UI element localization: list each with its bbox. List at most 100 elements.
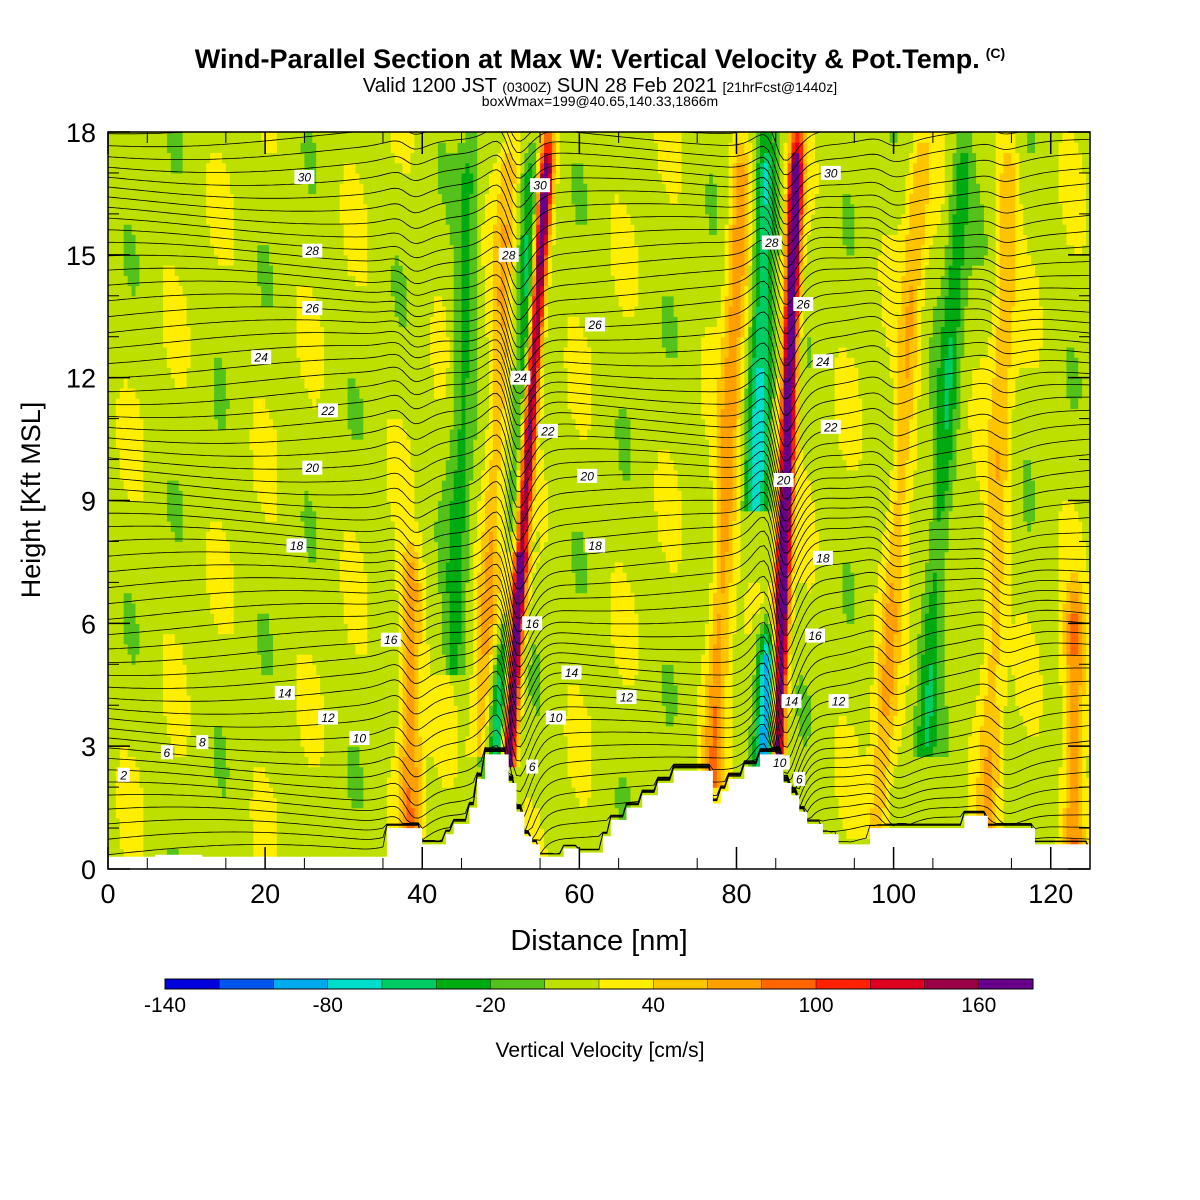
colorbar-swatch: [978, 978, 1034, 990]
y-axis: 0 3 6 9 12 15 18: [66, 118, 1090, 885]
theta-label: 22: [318, 403, 338, 418]
y-tick-label: 0: [81, 855, 96, 885]
y-tick-label: 6: [81, 609, 96, 639]
colorbar-tick-label: 40: [642, 994, 665, 1017]
theta-label-text: 6: [164, 746, 171, 760]
x-tick-label: 0: [100, 879, 115, 909]
theta-label: 22: [537, 423, 558, 438]
theta-label: 30: [294, 170, 315, 185]
theta-label: 28: [302, 243, 323, 258]
theta-label-text: 30: [298, 171, 312, 185]
theta-label: 14: [561, 665, 582, 680]
theta-label: 8: [196, 735, 209, 750]
theta-label: 6: [793, 771, 806, 786]
theta-label-text: 2: [119, 768, 127, 782]
theta-contour-labels: 268 1012141618202224262830610121416182022…: [117, 165, 849, 786]
colorbar-tick-label: -80: [313, 994, 343, 1017]
theta-label-text: 16: [808, 629, 822, 643]
x-tick-label: 100: [871, 879, 916, 909]
theta-label-text: 20: [776, 474, 791, 488]
theta-label-text: 18: [290, 539, 304, 553]
y-tick-label: 12: [66, 364, 96, 394]
colorbar-tick-label: -20: [475, 994, 505, 1017]
theta-label-text: 12: [620, 691, 634, 705]
theta-label: 26: [302, 301, 323, 316]
theta-label-text: 6: [529, 760, 536, 774]
theta-label: 16: [522, 616, 543, 631]
y-tick-label: 15: [66, 241, 96, 271]
theta-label-text: 26: [305, 302, 320, 316]
theta-label: 18: [585, 538, 606, 553]
y-tick-label: 3: [81, 732, 96, 762]
colorbar-swatch: [164, 978, 220, 990]
colorbar-swatch: [870, 978, 925, 990]
x-tick-label: 40: [407, 879, 437, 909]
theta-label-text: 12: [321, 711, 335, 725]
theta-label-text: 18: [816, 551, 830, 565]
theta-label-text: 26: [796, 298, 811, 312]
colorbar-swatch: [924, 978, 980, 990]
colorbar-swatch: [219, 978, 274, 990]
theta-label: 12: [616, 690, 637, 705]
colorbar-swatch: [761, 978, 817, 990]
theta-label: 12: [318, 710, 338, 725]
theta-label: 10: [349, 731, 370, 746]
theta-label-text: 10: [353, 732, 367, 746]
x-tick-label: 120: [1028, 879, 1073, 909]
colorbar-tick-label: -140: [144, 994, 186, 1017]
colorbar-label: Vertical Velocity [cm/s]: [496, 1039, 705, 1062]
colorbar-swatch: [436, 978, 491, 990]
potential-temperature-contours: [108, 132, 1090, 861]
chart-box-info: boxWmax=199@40.65,140.33,1866m: [0, 93, 1200, 109]
theta-label-text: 10: [773, 756, 787, 770]
colorbar-tick-label: 100: [798, 994, 833, 1017]
theta-label-text: 14: [785, 695, 799, 709]
colorbar-swatch: [707, 978, 763, 990]
colorbar-swatch: [544, 978, 600, 990]
theta-label: 16: [380, 632, 401, 647]
theta-label: 14: [781, 694, 802, 709]
theta-label: 10: [545, 710, 566, 725]
theta-label: 6: [160, 745, 173, 760]
theta-label-text: 30: [533, 179, 547, 193]
theta-label-text: 24: [815, 355, 830, 369]
theta-label-text: 22: [320, 404, 335, 418]
theta-label: 16: [805, 628, 825, 643]
theta-label: 14: [274, 685, 295, 700]
x-axis: 0 20 40 60 80 100 120: [100, 132, 1073, 909]
colorbar-swatch: [815, 978, 871, 990]
y-tick-label: 9: [81, 487, 96, 517]
theta-label-text: 24: [254, 351, 269, 365]
x-tick-label: 60: [564, 879, 594, 909]
theta-label-text: 28: [305, 244, 320, 258]
colorbar: -140 -80 -20 40 100 160: [144, 978, 1034, 1017]
theta-label: 12: [828, 694, 849, 709]
theta-label: 26: [793, 297, 814, 312]
theta-label: 22: [820, 419, 841, 434]
vertical-velocity-field: [108, 132, 1090, 869]
theta-label-text: 18: [588, 539, 602, 553]
theta-label-text: 28: [764, 236, 779, 250]
chart-subtitle: Valid 1200 JST (0300Z) SUN 28 Feb 2021 […: [0, 75, 1200, 98]
theta-label-text: 28: [501, 248, 516, 262]
colorbar-swatch: [381, 978, 437, 990]
theta-label-text: 20: [580, 469, 595, 483]
theta-label-text: 16: [526, 617, 540, 631]
x-tick-label: 80: [721, 879, 751, 909]
theta-label: 20: [577, 468, 598, 483]
theta-label: 20: [773, 473, 794, 488]
theta-label: 24: [510, 370, 531, 385]
chart-title: Wind-Parallel Section at Max W: Vertical…: [0, 44, 1200, 75]
theta-label-text: 14: [278, 686, 292, 700]
theta-label: 28: [761, 235, 782, 250]
colorbar-swatch: [490, 978, 546, 990]
theta-label-text: 16: [384, 633, 398, 647]
theta-label: 20: [302, 460, 323, 475]
y-tick-label: 18: [66, 118, 96, 148]
terrain-profile: [108, 754, 1090, 869]
theta-label: 10: [769, 755, 790, 770]
theta-label: 26: [585, 317, 606, 332]
theta-label: 24: [812, 354, 833, 369]
theta-label-text: 22: [540, 424, 555, 438]
